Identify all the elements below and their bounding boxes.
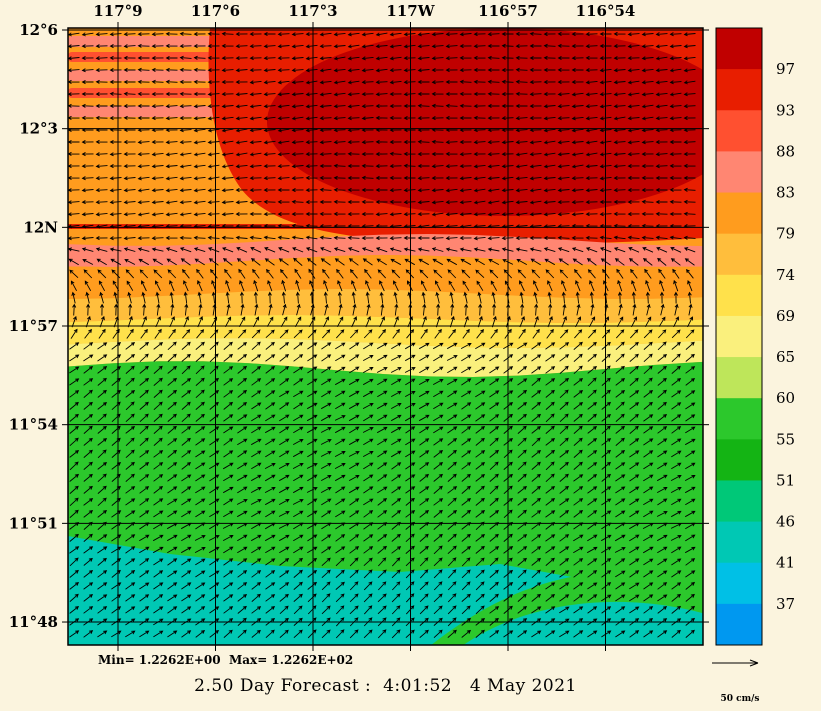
colorbar-label: 79 (776, 225, 795, 243)
colorbar-label: 69 (776, 307, 795, 325)
colorbar-band (716, 28, 762, 70)
colorbar-band (716, 521, 762, 564)
colorbar-band (716, 151, 762, 194)
colorbar-band (716, 480, 762, 523)
y-axis-tick-label: 11°57 (9, 317, 58, 335)
colorbar-band (716, 398, 762, 440)
vector-arrows (68, 31, 696, 639)
colorbar-label: 41 (776, 554, 795, 572)
y-axis-tick-label: 12°3 (19, 120, 58, 138)
colorbar-label: 51 (776, 471, 795, 489)
colorbar-label: 74 (776, 266, 795, 284)
x-axis-tick-label: 116°54 (576, 2, 636, 20)
colorbar-band (716, 192, 762, 235)
colorbar-band (716, 315, 762, 358)
x-axis-tick-label: 117W (386, 2, 435, 20)
x-axis-tick-label: 116°57 (478, 2, 538, 20)
y-axis-tick-label: 11°51 (9, 514, 58, 532)
colorbar-band (716, 110, 762, 152)
plot-border (67, 27, 704, 646)
colorbar-label: 65 (776, 348, 795, 366)
colorbar-label: 55 (776, 430, 795, 448)
grid-lines (62, 22, 709, 651)
x-axis-tick-label: 117°6 (191, 2, 240, 20)
y-axis-tick-label: 12N (23, 218, 58, 236)
colorbar-band (716, 357, 762, 399)
colorbar-label: 93 (776, 101, 795, 119)
colorbar-band (716, 562, 762, 605)
minmax-annotation: Min= 1.2262E+00 Max= 1.2262E+02 (98, 653, 354, 667)
y-axis-tick-label: 12°6 (19, 21, 58, 39)
colorbar-band (716, 439, 762, 481)
x-axis-tick-label: 117°3 (288, 2, 337, 20)
y-axis-tick-label: 11°54 (9, 416, 58, 434)
colorbar-label: 60 (776, 389, 795, 407)
plot-title: 2.50 Day Forecast : 4:01:52 4 May 2021 (194, 676, 577, 696)
colorbar-label: 97 (776, 60, 795, 78)
colorbar-label: 83 (776, 184, 795, 202)
colorbar: 97 93 88 83 79 74 69 65 60 55 51 46 41 37 (715, 27, 795, 646)
colorbar-band (716, 274, 762, 317)
vector-scale-label: 50 cm/s (720, 694, 760, 704)
y-axis-tick-label: 11°48 (9, 613, 58, 631)
colorbar-label: 37 (776, 595, 795, 613)
colorbar-band (716, 233, 762, 276)
colorbar-label: 88 (776, 142, 795, 160)
colorbar-band (716, 603, 762, 646)
x-axis-tick-label: 117°9 (93, 2, 142, 20)
vector-scale-arrow (712, 659, 759, 667)
colorbar-band (716, 69, 762, 111)
colorbar-label: 46 (776, 513, 795, 531)
